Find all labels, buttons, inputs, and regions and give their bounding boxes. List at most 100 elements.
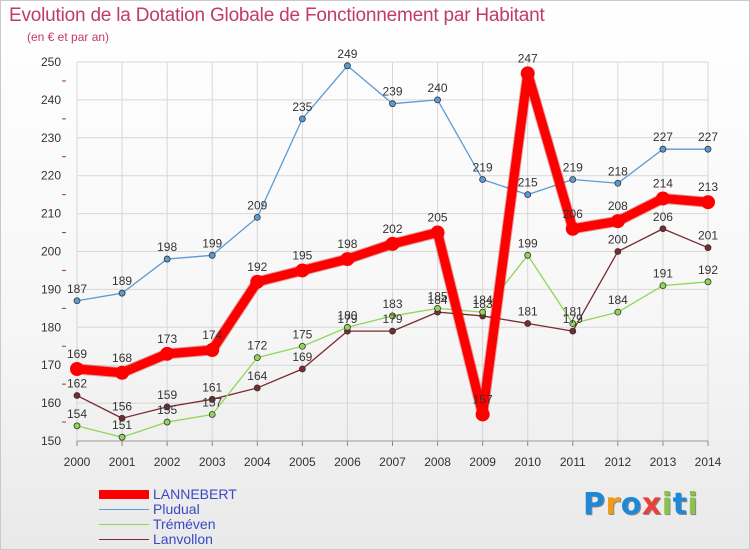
x-tick-label: 2004 (244, 455, 271, 469)
data-point (298, 365, 306, 373)
data-point (434, 96, 441, 104)
data-label: 184 (473, 293, 493, 307)
data-point (569, 320, 577, 327)
data-label: 191 (653, 267, 673, 281)
data-point (340, 252, 355, 267)
data-label: 156 (112, 399, 132, 413)
legend-swatch-tremeven (99, 524, 149, 525)
data-label: 183 (473, 297, 493, 311)
logo-letter: x (641, 487, 662, 522)
data-point (704, 278, 712, 286)
x-tick-label: 2012 (605, 455, 632, 469)
data-label: 181 (518, 305, 538, 319)
data-label: 169 (292, 350, 312, 364)
data-point (659, 282, 667, 290)
data-label: 199 (202, 236, 222, 250)
data-label: 184 (428, 293, 448, 307)
data-label: 161 (202, 380, 222, 394)
data-point (524, 191, 532, 199)
data-label: 249 (337, 47, 357, 61)
legend-swatch-lannebert (99, 490, 149, 499)
data-label: 174 (202, 328, 222, 342)
legend-item-pludual[interactable]: Pludual (99, 502, 237, 517)
data-point (389, 327, 396, 335)
data-point (163, 403, 171, 411)
data-label: 198 (337, 237, 357, 251)
y-tick-label: 150 (41, 434, 61, 448)
legend-item-lanvollon[interactable]: Lanvollon (99, 532, 237, 547)
data-point (655, 191, 670, 206)
legend-item-lannebert[interactable]: LANNEBERT (99, 487, 237, 502)
data-point (70, 361, 84, 376)
data-point (479, 308, 487, 316)
data-point (163, 255, 171, 263)
data-point (569, 327, 577, 335)
data-point (253, 384, 261, 392)
data-point (253, 354, 261, 362)
legend-swatch-lanvollon (99, 539, 149, 540)
data-label: 154 (67, 407, 87, 421)
data-point (250, 274, 265, 289)
data-point (253, 213, 261, 221)
data-point (524, 320, 532, 327)
y-tick-label: 230 (41, 131, 61, 145)
x-tick-label: 2001 (109, 455, 136, 469)
data-point (475, 407, 490, 422)
legend-swatch-pludual (99, 509, 149, 510)
logo-letter: i (687, 487, 699, 522)
data-label: 235 (292, 100, 312, 114)
data-point (701, 195, 715, 210)
logo-letter: r (605, 487, 621, 522)
data-label: 206 (653, 210, 673, 224)
y-tick-label: 250 (41, 55, 61, 69)
y-tick-label: 220 (41, 169, 61, 183)
grid-lines (76, 61, 709, 442)
data-label: 179 (563, 312, 583, 326)
x-tick-label: 2008 (424, 455, 451, 469)
data-label: 179 (382, 312, 402, 326)
y-tick-label: 240 (41, 93, 61, 107)
x-tick-label: 2007 (379, 455, 406, 469)
data-point (520, 66, 535, 81)
legend-label-pludual: Pludual (153, 501, 200, 517)
data-label: 181 (563, 305, 583, 319)
data-label: 218 (608, 164, 628, 178)
x-tick-label: 2005 (289, 455, 316, 469)
data-label: 240 (428, 81, 448, 95)
x-tick-label: 2010 (514, 455, 541, 469)
data-point (118, 289, 126, 297)
legend: LANNEBERT Pludual Tréméven Lanvollon (99, 487, 237, 547)
legend-label-lanvollon: Lanvollon (153, 531, 213, 547)
data-label: 200 (608, 233, 628, 247)
data-label: 155 (157, 403, 177, 417)
data-label: 215 (518, 176, 538, 190)
data-points (70, 62, 715, 441)
data-label: 175 (292, 327, 312, 341)
x-tick-label: 2014 (695, 455, 722, 469)
legend-label-tremeven: Tréméven (153, 516, 216, 532)
data-point (389, 312, 396, 320)
data-label: 247 (518, 51, 538, 65)
data-point (430, 225, 445, 240)
data-point (569, 176, 577, 183)
data-point (163, 418, 171, 426)
data-point (565, 221, 580, 236)
data-label: 180 (337, 308, 357, 322)
data-label: 202 (382, 222, 402, 236)
x-tick-label: 2009 (469, 455, 496, 469)
data-label: 227 (653, 130, 673, 144)
data-label: 227 (698, 130, 718, 144)
data-point (208, 395, 216, 403)
x-tick-label: 2003 (199, 455, 226, 469)
data-point (73, 297, 81, 305)
data-label: 169 (67, 347, 87, 361)
data-point (389, 100, 396, 108)
data-point (659, 145, 667, 153)
data-label: 189 (112, 274, 132, 288)
legend-item-tremeven[interactable]: Tréméven (99, 517, 237, 532)
data-point (160, 346, 175, 361)
y-tick-label: 160 (41, 396, 61, 410)
axes: 150 160 170 180 190 200 210 220 230 240 250 2000 200… (41, 55, 722, 469)
